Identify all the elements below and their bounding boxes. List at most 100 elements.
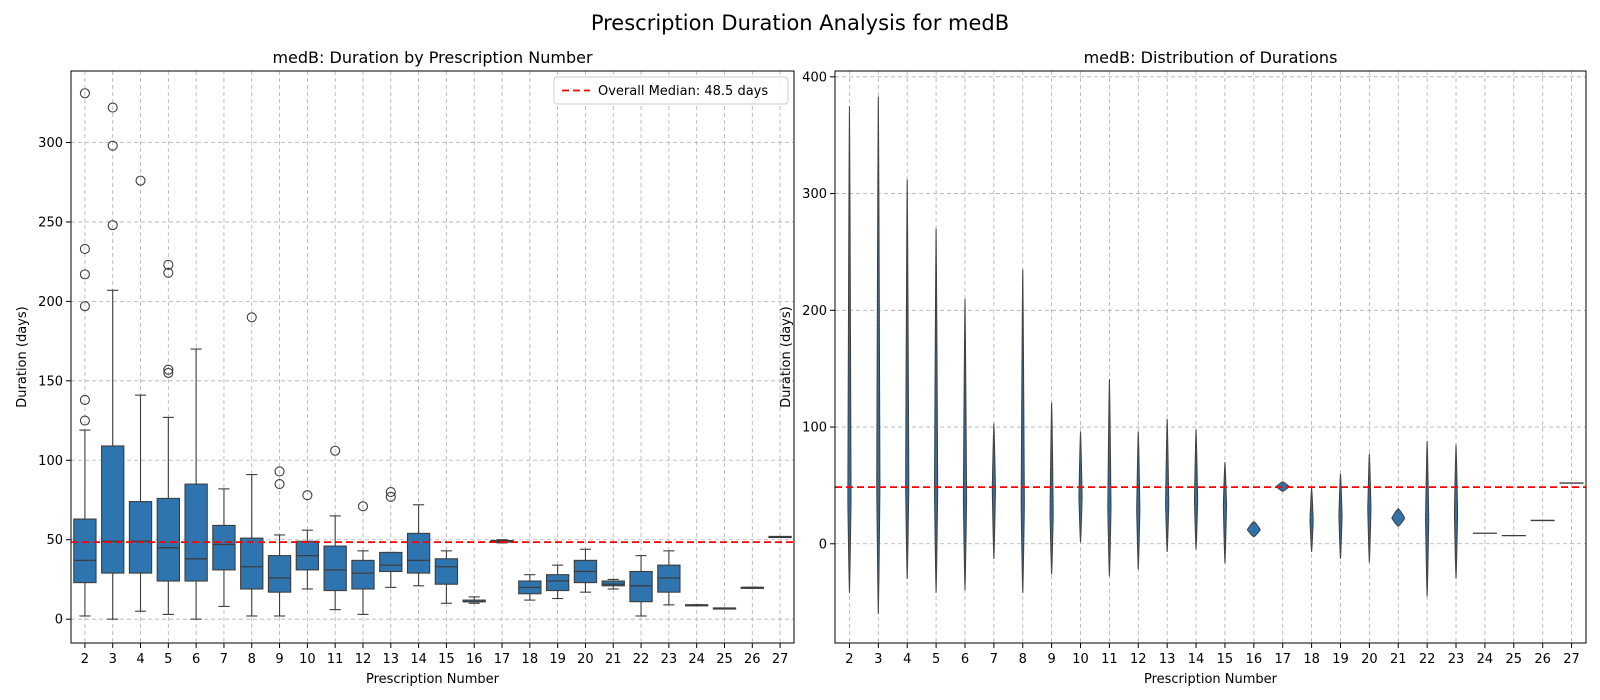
box-13 xyxy=(379,487,403,588)
box-iqr xyxy=(212,524,236,571)
x-tick-label: 16 xyxy=(466,652,483,667)
outlier-point xyxy=(135,175,146,186)
outlier-point xyxy=(385,487,396,498)
y-axis-label: Duration (days) xyxy=(15,306,30,407)
outlier-point xyxy=(163,364,174,375)
outlier-point xyxy=(163,259,174,270)
x-tick-label: 17 xyxy=(1274,652,1291,667)
x-tick-label: 5 xyxy=(164,652,172,667)
outlier-point xyxy=(79,301,90,312)
x-tick-label: 23 xyxy=(1448,652,1465,667)
x-tick-label: 9 xyxy=(275,652,283,667)
violin-7 xyxy=(991,423,996,559)
y-axis-label: Duration (days) xyxy=(779,306,794,407)
violin-17 xyxy=(1275,481,1290,492)
x-tick-label: 4 xyxy=(136,652,144,667)
x-tick-label: 21 xyxy=(605,652,622,667)
outlier-point xyxy=(246,312,257,323)
box-22 xyxy=(629,555,653,617)
outlier-point xyxy=(79,88,90,99)
box-iqr xyxy=(128,501,153,574)
x-tick-label: 24 xyxy=(1477,652,1494,667)
box-2 xyxy=(73,88,97,617)
x-tick-label: 20 xyxy=(577,652,594,667)
x-tick-label: 3 xyxy=(109,652,117,667)
outlier-point xyxy=(107,102,118,113)
violin-19 xyxy=(1338,473,1343,559)
box-8 xyxy=(240,312,264,617)
outlier-point xyxy=(107,220,118,231)
outlier-point xyxy=(357,501,369,512)
outlier-point xyxy=(79,269,90,280)
x-tick-label: 3 xyxy=(874,652,882,667)
x-tick-label: 6 xyxy=(961,652,969,667)
box-23 xyxy=(657,550,681,606)
y-tick-label: 300 xyxy=(802,187,827,202)
x-tick-label: 2 xyxy=(845,652,853,667)
outlier-point xyxy=(274,466,285,477)
violin-16 xyxy=(1246,520,1261,538)
violin-20 xyxy=(1367,453,1372,563)
x-tick-label: 2 xyxy=(81,652,89,667)
box-iqr xyxy=(379,551,403,573)
x-tick-label: 22 xyxy=(633,652,650,667)
box-5 xyxy=(156,259,180,615)
x-tick-label: 27 xyxy=(772,652,789,667)
violin-3 xyxy=(876,96,881,614)
violin-body xyxy=(1453,444,1459,579)
outlier-point xyxy=(79,243,90,255)
violin-body xyxy=(1222,462,1228,564)
x-tick-label: 4 xyxy=(903,652,911,667)
violin-body xyxy=(991,423,996,559)
x-tick-label: 8 xyxy=(248,652,256,667)
violin-9 xyxy=(1049,402,1054,575)
y-tick-label: 200 xyxy=(802,304,827,319)
violin-12 xyxy=(1136,431,1141,570)
violin-4 xyxy=(905,179,910,579)
box-iqr xyxy=(434,558,459,585)
x-tick-label: 21 xyxy=(1390,652,1407,667)
x-tick-label: 13 xyxy=(383,652,400,667)
box-25 xyxy=(712,607,737,610)
box-iqr xyxy=(601,580,625,587)
x-tick-label: 7 xyxy=(990,652,998,667)
x-tick-label: 14 xyxy=(410,652,427,667)
violin-22 xyxy=(1425,441,1430,597)
violin-14 xyxy=(1193,429,1199,550)
x-tick-label: 11 xyxy=(327,652,344,667)
x-tick-label: 15 xyxy=(1217,652,1234,667)
plot-frame xyxy=(70,70,795,644)
x-tick-label: 19 xyxy=(1332,652,1349,667)
outlier-point xyxy=(163,267,174,278)
outlier-point xyxy=(107,140,118,151)
box-iqr xyxy=(240,537,264,590)
legend-box xyxy=(553,76,789,105)
x-tick-label: 23 xyxy=(661,652,678,667)
outlier-point xyxy=(330,445,341,456)
x-tick-label: 17 xyxy=(494,652,511,667)
x-tick-label: 13 xyxy=(1159,652,1176,667)
box-iqr xyxy=(156,497,180,582)
outlier-point xyxy=(79,415,90,426)
box-19 xyxy=(545,564,570,600)
x-tick-label: 8 xyxy=(1019,652,1027,667)
box-iqr xyxy=(406,532,431,574)
y-tick-label: 250 xyxy=(38,215,63,230)
box-9 xyxy=(267,466,292,617)
x-tick-label: 22 xyxy=(1419,652,1436,667)
box-15 xyxy=(434,550,459,604)
box-12 xyxy=(351,501,375,615)
violin-2 xyxy=(847,106,852,593)
plot-frame xyxy=(834,70,1587,644)
y-tick-label: 150 xyxy=(38,374,63,389)
x-tick-label: 25 xyxy=(716,652,733,667)
violin-5 xyxy=(934,228,939,593)
violin-21 xyxy=(1391,508,1406,527)
y-tick-label: 200 xyxy=(38,295,63,310)
x-tick-label: 12 xyxy=(1130,652,1147,667)
box-iqr xyxy=(545,574,570,592)
x-tick-label: 10 xyxy=(1072,652,1089,667)
violin-18 xyxy=(1309,487,1314,552)
box-16 xyxy=(462,596,486,604)
